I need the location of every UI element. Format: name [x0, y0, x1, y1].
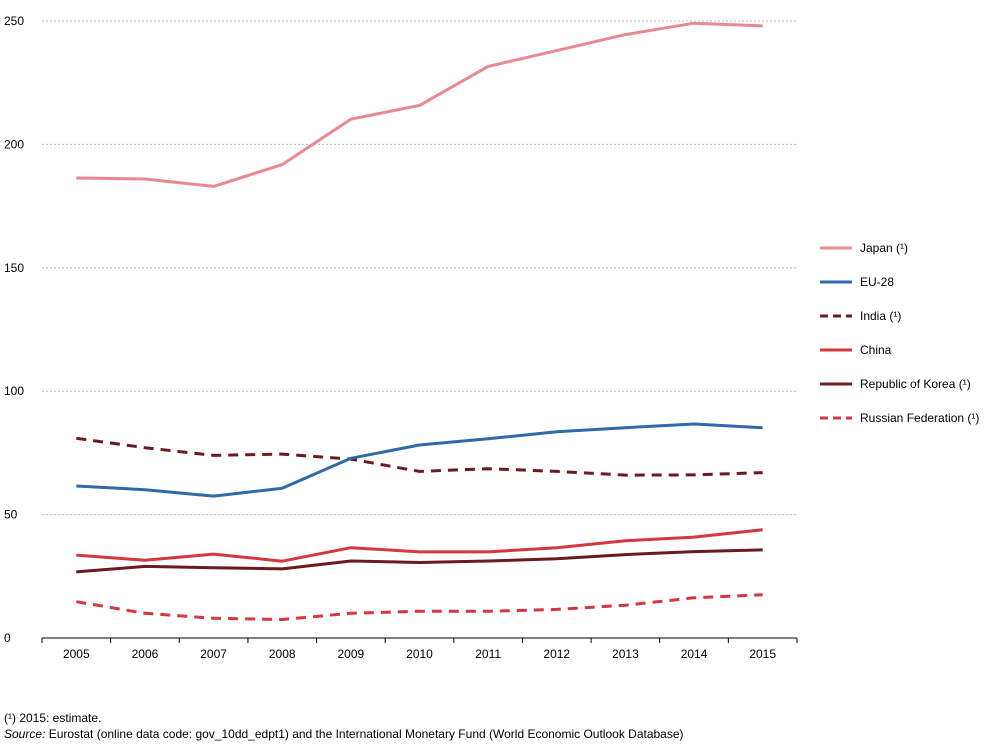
source-text: Eurostat (online data code: gov_10dd_edp… — [45, 727, 684, 741]
legend-label: India (¹) — [860, 309, 901, 323]
legend-label: Japan (¹) — [860, 241, 908, 255]
x-tick-label: 2015 — [749, 647, 776, 661]
x-tick-label: 2014 — [681, 647, 708, 661]
x-tick-label: 2009 — [338, 647, 365, 661]
y-tick-label: 100 — [4, 384, 24, 398]
footnote-estimate: (¹) 2015: estimate. — [4, 711, 101, 726]
x-tick-label: 2012 — [543, 647, 570, 661]
axes: 0 50 100 150 200 250 2005 2006 2007 2008 2009 2010 2… — [4, 14, 798, 661]
x-tick-label: 2006 — [132, 647, 159, 661]
source-label: Source: — [4, 727, 46, 741]
x-tick-label: 2013 — [612, 647, 639, 661]
x-tick-label: 2007 — [200, 647, 227, 661]
y-tick-label: 200 — [4, 137, 24, 151]
x-tick-label: 2008 — [269, 647, 296, 661]
x-tick-label: 2005 — [63, 647, 90, 661]
gridlines — [42, 20, 797, 516]
legend-label: China — [860, 343, 892, 357]
series-line — [76, 593, 763, 621]
y-tick-label: 50 — [4, 508, 18, 522]
legend-label: Republic of Korea (¹) — [860, 377, 971, 391]
series-line — [76, 548, 763, 574]
series-lines — [76, 21, 763, 621]
x-tick-label: 2011 — [475, 647, 501, 661]
x-tick-label: 2010 — [406, 647, 433, 661]
series-line — [76, 436, 763, 477]
series-line — [76, 422, 763, 498]
y-tick-label: 250 — [4, 14, 24, 28]
y-tick-label: 150 — [4, 261, 24, 275]
footnote-source: Source: Eurostat (online data code: gov_… — [4, 727, 684, 742]
y-tick-label: 0 — [4, 631, 11, 645]
series-line — [76, 528, 763, 563]
series-line — [76, 21, 763, 188]
estimate-note: (¹) 2015: estimate. — [4, 711, 102, 725]
legend-label: EU-28 — [860, 275, 894, 289]
legend-label: Russian Federation (¹) — [860, 411, 979, 425]
legend: Japan (¹) EU-28 India (¹) China Republic of … — [820, 241, 979, 425]
